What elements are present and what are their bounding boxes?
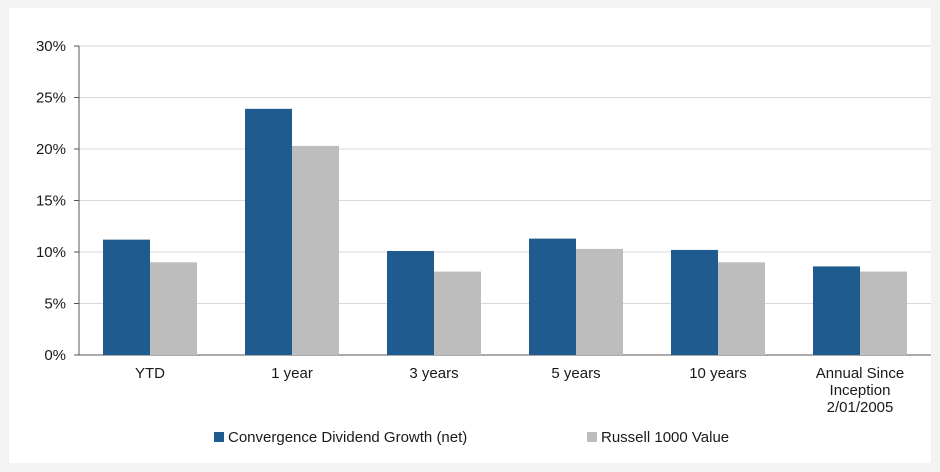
y-tick-label: 20% (36, 141, 66, 158)
bar-russell (860, 271, 907, 355)
bar-convergence (671, 249, 718, 355)
x-category-label: 2/01/2005 (827, 399, 894, 416)
legend-swatch (587, 432, 597, 442)
legend-label: Russell 1000 Value (601, 429, 729, 446)
bar-convergence (387, 250, 434, 355)
bar-convergence (813, 266, 860, 355)
bar-convergence (245, 108, 292, 355)
y-tick-label: 15% (36, 193, 66, 210)
chart-frame: 0% 5% 10% 15% 20% 25% 30% YTD 1 year 3 years 5 yea… (9, 8, 931, 463)
bar-convergence (103, 239, 150, 355)
x-category-label: YTD (135, 365, 165, 382)
x-category-label: 10 years (689, 365, 747, 382)
y-tick-label: 5% (44, 296, 66, 313)
x-category-label: Annual Since (816, 365, 904, 382)
bar-russell (434, 271, 481, 355)
legend-label: Convergence Dividend Growth (net) (228, 429, 467, 446)
bar-russell (292, 145, 339, 355)
x-category-label: 1 year (271, 365, 313, 382)
y-tick-label: 25% (36, 90, 66, 107)
y-tick-label: 0% (44, 347, 66, 364)
bar-russell (150, 262, 197, 355)
bar-russell (576, 248, 623, 355)
y-tick-label: 10% (36, 244, 66, 261)
legend-swatch (214, 432, 224, 442)
bar-convergence (529, 238, 576, 355)
bar-chart: 0% 5% 10% 15% 20% 25% 30% YTD 1 year 3 years 5 yea… (36, 38, 931, 446)
bar-russell (718, 262, 765, 355)
x-category-label: 3 years (409, 365, 458, 382)
y-tick-label: 30% (36, 38, 66, 55)
x-category-label: Inception (830, 382, 891, 399)
x-category-label: 5 years (551, 365, 600, 382)
